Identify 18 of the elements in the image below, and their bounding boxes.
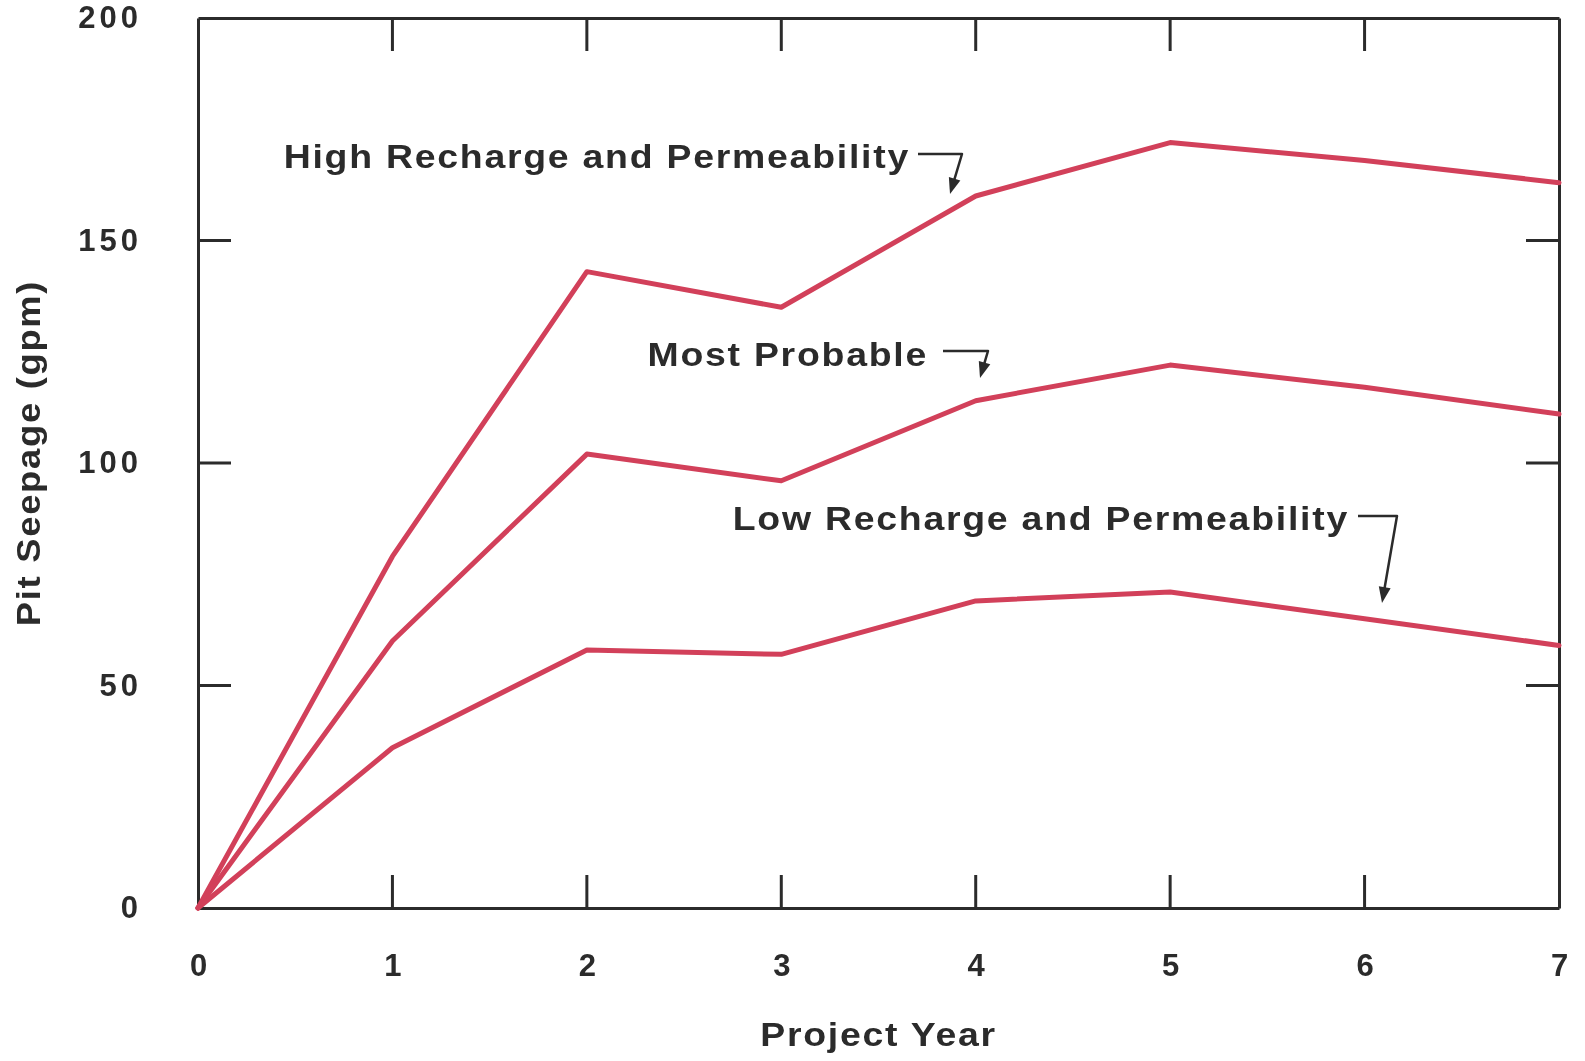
x-tick-label: 3 (773, 948, 791, 984)
x-tick-label: 1 (384, 948, 402, 984)
series-label: High Recharge and Permeability (283, 137, 910, 176)
y-tick-label: 150 (78, 222, 142, 258)
y-tick-label: 200 (78, 0, 142, 36)
x-tick-label: 2 (578, 948, 596, 984)
y-tick-label: 100 (78, 445, 142, 481)
y-tick-label: 50 (99, 667, 142, 703)
x-axis-title: Project Year (760, 1015, 997, 1054)
x-tick-label: 4 (967, 948, 986, 984)
x-tick-label: 0 (189, 948, 208, 984)
y-tick-label: 0 (120, 890, 142, 926)
x-tick-label: 7 (1550, 948, 1569, 984)
x-tick-label: 6 (1356, 948, 1374, 984)
y-axis-title: Pit Seepage (gpm) (10, 279, 47, 627)
x-tick-label: 5 (1162, 948, 1180, 984)
text: Low Recharge and Permeability (732, 499, 1349, 538)
series-label: Most Probable (647, 335, 928, 374)
